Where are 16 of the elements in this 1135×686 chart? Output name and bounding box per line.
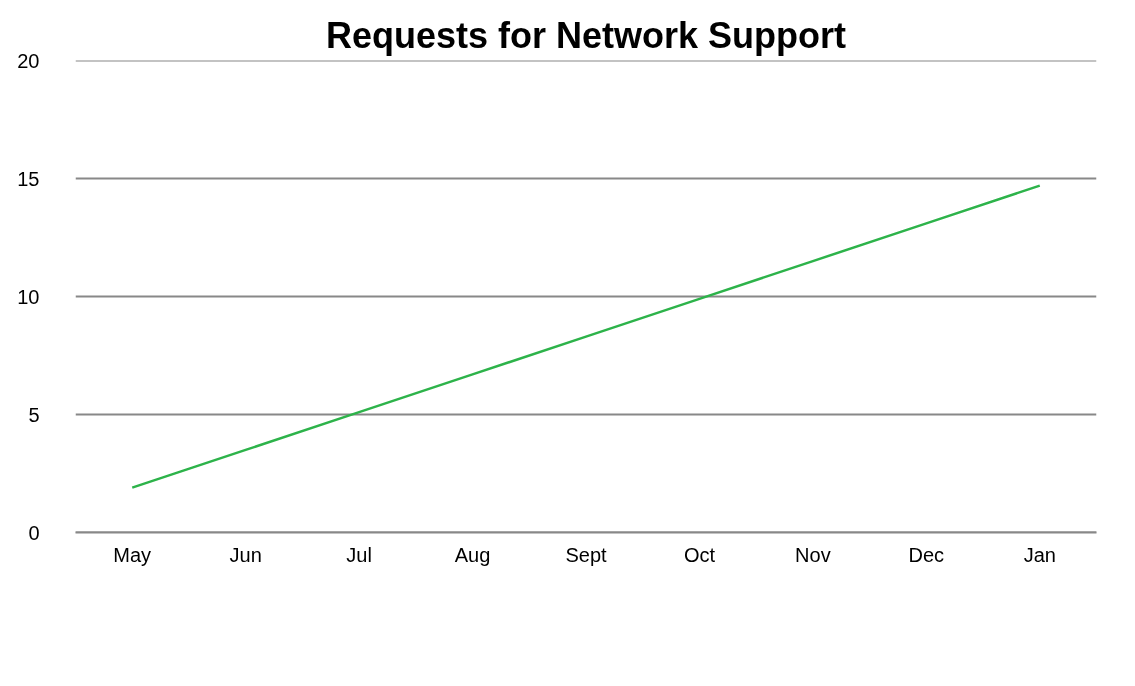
x-tick-label: Nov	[795, 543, 831, 566]
x-tick-label: Sept	[565, 543, 608, 566]
x-tick-label: Jun	[229, 543, 262, 566]
line-series	[130, 184, 1042, 489]
y-tick-label: 15	[17, 167, 40, 190]
x-tick-label: Jul	[346, 543, 372, 566]
x-tick-label: Jan	[1023, 543, 1056, 566]
x-tick-label: Aug	[454, 543, 491, 566]
x-tick-label: Dec	[908, 543, 945, 566]
y-tick-label: 20	[17, 49, 40, 72]
y-tick-label: 5	[28, 403, 40, 426]
y-tick-label: 0	[28, 521, 40, 544]
chart-title: Requests for Network Support	[325, 14, 847, 56]
y-tick-label: 10	[17, 285, 40, 308]
x-tick-label: May	[113, 543, 152, 566]
x-tick-label: Oct	[683, 543, 716, 566]
